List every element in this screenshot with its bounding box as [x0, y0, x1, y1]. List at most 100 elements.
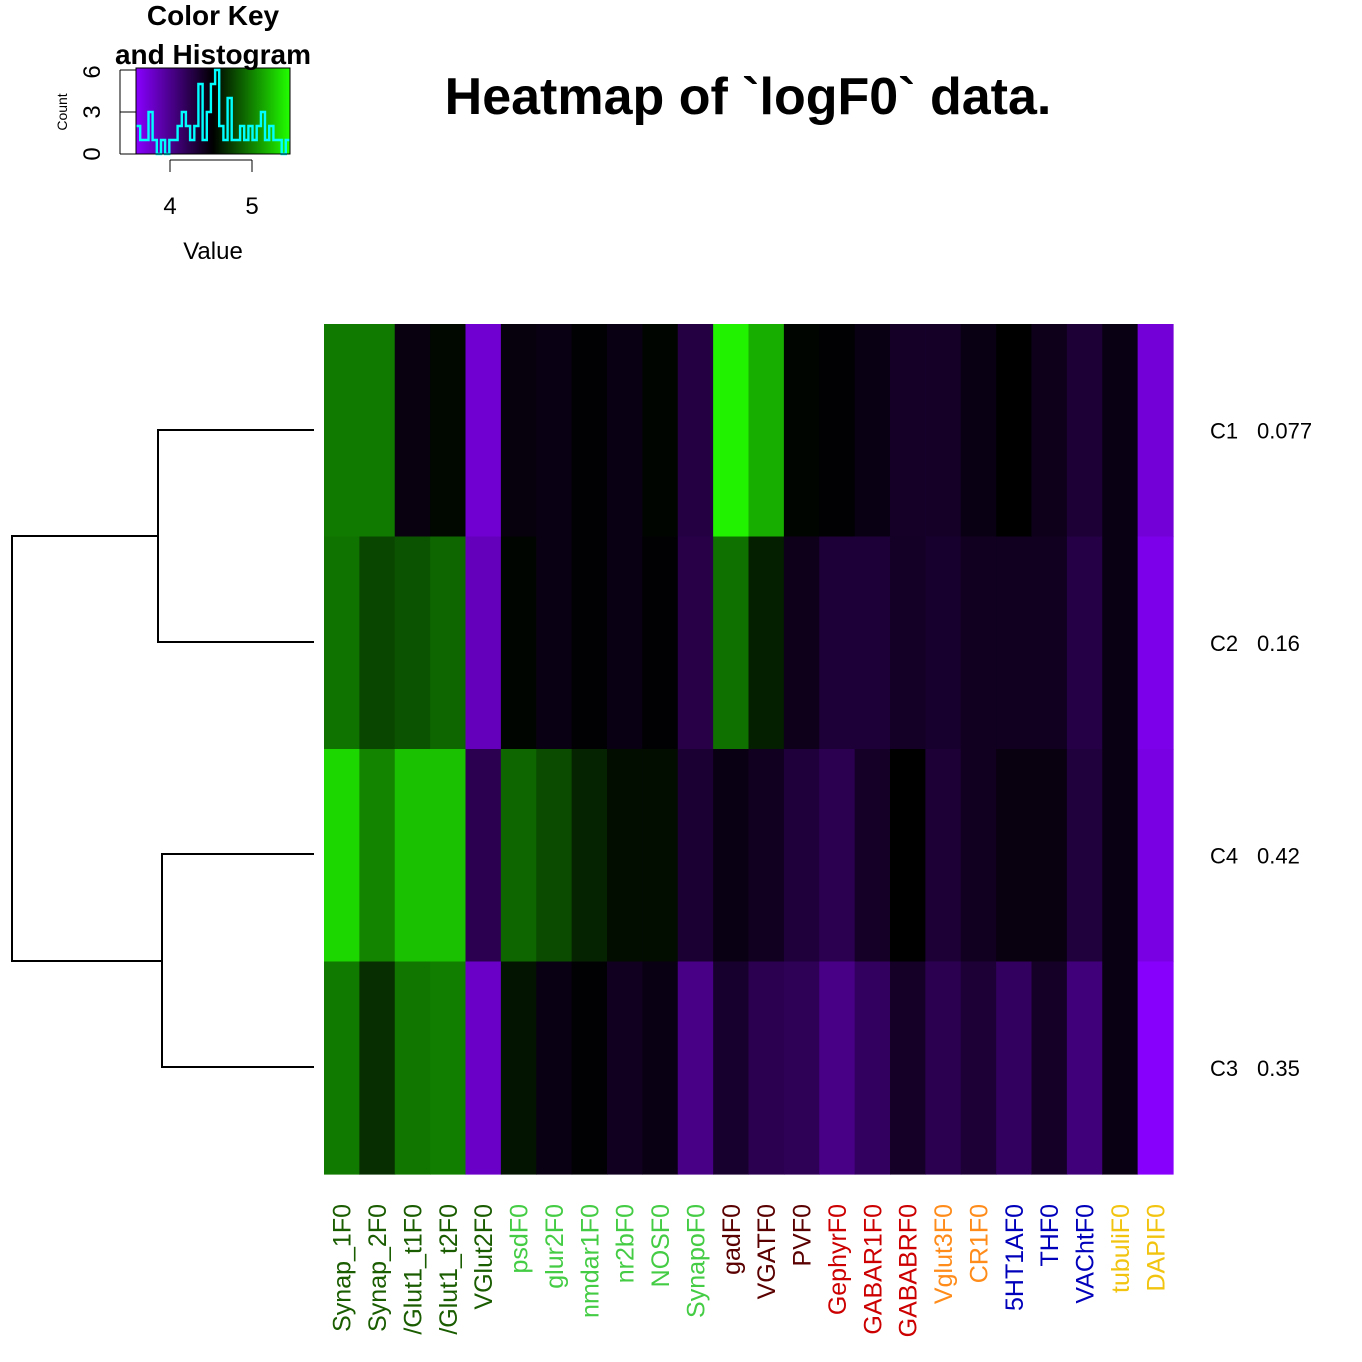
heatmap-cell: [430, 324, 466, 537]
color-key-title: and Histogram: [115, 39, 311, 70]
heatmap-cell: [324, 749, 360, 962]
column-label: Synap_2F0: [364, 1204, 392, 1332]
heatmap-cell: [855, 537, 891, 750]
heatmap-cell: [642, 749, 678, 962]
heatmap-cell: [1067, 962, 1103, 1175]
heatmap-cell: [1102, 962, 1138, 1175]
column-label: /Glut1_t2F0: [435, 1204, 463, 1335]
color-key-y-tick-label: 0: [79, 147, 106, 160]
heatmap-cell: [1102, 537, 1138, 750]
heatmap-cell: [395, 962, 431, 1175]
heatmap-cell: [996, 324, 1032, 537]
heatmap-cell: [713, 324, 749, 537]
heatmap-cell: [1067, 749, 1103, 962]
heatmap-cell: [925, 537, 961, 750]
heatmap-cell: [324, 324, 360, 537]
dendrogram-branch: [158, 430, 314, 642]
heatmap-cell: [678, 324, 714, 537]
heatmap-cell: [890, 324, 926, 537]
column-label: GephyrF0: [824, 1204, 852, 1315]
heatmap-cell: [925, 324, 961, 537]
heatmap-cell: [466, 324, 502, 537]
heatmap-cell: [395, 749, 431, 962]
color-key-x-tick-label: 5: [245, 193, 258, 220]
column-label: nmdar1F0: [576, 1204, 604, 1318]
heatmap-cell: [819, 962, 855, 1175]
heatmap-cell: [430, 962, 466, 1175]
dendrogram-branch: [12, 536, 162, 961]
heatmap-cell: [466, 749, 502, 962]
color-key-y-tick-label: 3: [79, 105, 106, 118]
heatmap-cell: [572, 324, 608, 537]
row-value: 0.42: [1257, 843, 1300, 868]
row-label: C3: [1210, 1056, 1238, 1081]
column-label: glur2F0: [541, 1204, 569, 1289]
heatmap-cell: [819, 537, 855, 750]
row-value: 0.35: [1257, 1056, 1300, 1081]
column-label: THF0: [1036, 1204, 1064, 1267]
column-label: Vglut3F0: [930, 1204, 958, 1304]
heatmap-cell: [359, 324, 395, 537]
heatmap-cell: [996, 749, 1032, 962]
heatmap-cell: [395, 537, 431, 750]
heatmap-cell: [749, 324, 785, 537]
heatmap-cell: [430, 537, 466, 750]
chart-title: Heatmap of `logF0` data.: [445, 68, 1052, 126]
column-label: PVF0: [789, 1204, 817, 1267]
column-label: VGlut2F0: [470, 1204, 498, 1310]
heatmap-cell: [536, 962, 572, 1175]
column-label: psdF0: [506, 1204, 534, 1273]
heatmap-cell: [890, 749, 926, 962]
heatmap-cell: [996, 962, 1032, 1175]
heatmap-cell: [925, 962, 961, 1175]
column-label: Synap_1F0: [329, 1204, 357, 1332]
heatmap-cell: [324, 962, 360, 1175]
column-label: gadF0: [718, 1204, 746, 1275]
heatmap-cell: [324, 537, 360, 750]
heatmap-cell: [466, 537, 502, 750]
column-label: SynapoF0: [682, 1204, 710, 1318]
color-key: 0 3 6 Count 4 5 Value Color Key and Hist…: [54, 0, 311, 265]
heatmap-cell: [890, 962, 926, 1175]
row-label: C1: [1210, 418, 1238, 443]
heatmap-cell: [784, 537, 820, 750]
column-label: nr2bF0: [612, 1204, 640, 1283]
heatmap-cell: [1138, 537, 1174, 750]
heatmap-cell: [359, 749, 395, 962]
heatmap-cell: [1102, 324, 1138, 537]
row-value: 0.077: [1257, 418, 1312, 443]
column-label: VAChtF0: [1072, 1204, 1100, 1304]
heatmap-cell: [961, 537, 997, 750]
column-label: VGATF0: [753, 1204, 781, 1299]
heatmap-cell: [1032, 962, 1068, 1175]
heatmap-cell: [536, 324, 572, 537]
heatmap-cell: [749, 962, 785, 1175]
heatmap-cell: [501, 324, 537, 537]
heatmap-cell: [1138, 749, 1174, 962]
heatmap-cell: [642, 962, 678, 1175]
heatmap-cell: [1138, 962, 1174, 1175]
column-label: GABABRF0: [895, 1204, 923, 1337]
color-key-y-tick-label: 6: [79, 65, 106, 78]
heatmap-cell: [395, 324, 431, 537]
heatmap-cell: [572, 749, 608, 962]
heatmap-cell: [607, 324, 643, 537]
heatmap-cell: [501, 749, 537, 962]
heatmap-cell: [713, 537, 749, 750]
dendrogram-branch: [162, 854, 314, 1067]
color-key-y-label: Count: [54, 93, 70, 130]
heatmap-cell: [1067, 324, 1103, 537]
heatmap-cell: [855, 962, 891, 1175]
heatmap-cell: [678, 749, 714, 962]
heatmap-cell: [607, 537, 643, 750]
heatmap-cell: [430, 749, 466, 962]
row-dendrogram: [12, 430, 314, 1067]
heatmap-cell: [536, 537, 572, 750]
heatmap-cell: [1067, 537, 1103, 750]
heatmap-cell: [819, 324, 855, 537]
column-label: GABAR1F0: [859, 1204, 887, 1335]
heatmap-cell: [642, 537, 678, 750]
column-label: DAPIF0: [1142, 1204, 1170, 1292]
row-label: C2: [1210, 631, 1238, 656]
heatmap-cell: [855, 749, 891, 962]
